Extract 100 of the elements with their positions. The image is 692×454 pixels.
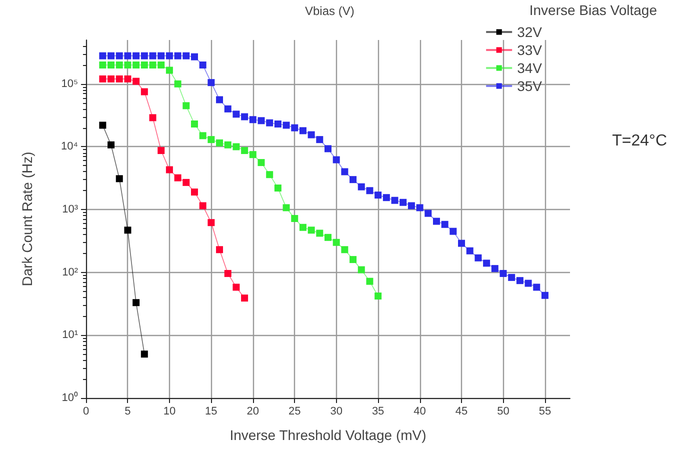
point [149,114,156,122]
point [158,147,165,154]
point [366,278,374,285]
point [140,52,148,60]
point [116,62,123,68]
point [140,62,148,68]
point [249,116,256,124]
point [258,117,265,124]
legend-label: 32V [517,24,543,40]
point [458,240,466,247]
point [216,246,224,254]
point [408,202,415,210]
point [216,139,224,146]
point [308,131,315,138]
legend-label: 35V [517,78,543,94]
point [149,52,156,60]
point [241,113,248,120]
y-axis-title: Dark Count Rate (Hz) [19,152,35,286]
point [224,141,232,148]
point [350,256,357,264]
point [108,141,115,148]
point [358,183,365,190]
point [99,75,106,82]
point [350,176,357,184]
point [541,292,548,299]
point [116,75,123,82]
y-tick-label: 10¹ [62,329,78,342]
x-tick-label: 50 [497,406,510,418]
point [282,122,290,129]
point [391,196,398,204]
point [208,136,215,144]
point [516,277,524,284]
point [341,168,348,176]
point [291,215,298,222]
point [508,274,516,281]
point [190,188,198,196]
point [140,350,148,358]
point [249,151,256,158]
point [199,62,206,68]
point [99,52,106,60]
chart-title: Vbias (V) [305,4,354,18]
legend-title: Inverse Bias Voltage [529,2,658,18]
point [232,143,240,150]
point [432,218,440,225]
point [182,102,190,110]
x-tick-label: 35 [372,406,384,418]
legend-label: 33V [517,42,543,58]
point [99,122,106,129]
point [332,238,340,246]
point [450,228,457,235]
point [416,204,424,212]
point [132,52,140,60]
point [291,124,298,132]
y-tick-label: 10² [62,266,78,278]
point [149,62,156,68]
y-tick-label: 10⁴ [61,140,78,153]
point [358,266,365,274]
point [116,175,123,182]
text: T=24°C [612,132,668,150]
point [299,224,306,231]
point [116,52,123,60]
point [190,120,198,128]
x-tick-label: 45 [455,406,468,418]
x-axis-title: Inverse Threshold Voltage (mV) [230,427,426,443]
point [466,247,474,254]
point [324,145,332,152]
x-tick-label: 5 [124,406,131,418]
point [316,230,324,237]
point [224,270,232,277]
point [282,204,290,212]
point [158,62,165,68]
point [366,187,374,194]
point [491,265,498,272]
point [174,174,182,182]
point [166,52,173,60]
point [190,53,198,60]
point [108,75,115,82]
point [166,166,173,174]
point [216,96,224,104]
x-tick-label: 25 [288,406,301,418]
point [324,234,332,241]
point [524,280,532,287]
point [124,226,132,234]
point [132,78,140,85]
point [274,120,282,128]
point [483,260,490,267]
point [174,52,182,60]
point [108,52,115,60]
point [158,52,165,60]
point [332,156,340,164]
y-tick-label: 10⁰ [62,391,78,404]
point [124,75,132,82]
point [132,62,140,68]
point [424,210,432,217]
point [316,136,324,144]
point [374,292,382,300]
point [266,171,274,178]
point [232,284,240,291]
point [241,147,248,154]
point [299,127,306,134]
